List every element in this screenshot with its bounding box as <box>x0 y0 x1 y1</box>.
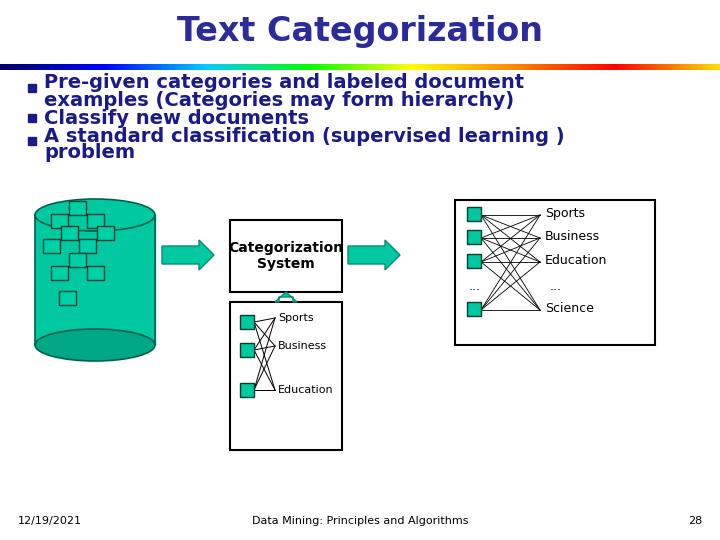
Bar <box>230 220 342 292</box>
Bar <box>230 302 342 450</box>
Bar <box>467 302 481 316</box>
Text: problem: problem <box>44 144 135 163</box>
Bar <box>240 383 254 397</box>
FancyArrow shape <box>162 240 214 270</box>
Text: 28: 28 <box>688 516 702 526</box>
Bar <box>467 230 481 244</box>
Ellipse shape <box>35 199 155 231</box>
Bar <box>51 266 68 280</box>
Text: 12/19/2021: 12/19/2021 <box>18 516 82 526</box>
Bar <box>59 291 76 305</box>
Bar <box>97 226 114 240</box>
Bar <box>28 137 36 145</box>
Text: Business: Business <box>278 341 327 351</box>
Bar <box>35 215 155 345</box>
Text: Pre-given categories and labeled document: Pre-given categories and labeled documen… <box>44 73 524 92</box>
Bar <box>69 253 86 267</box>
Bar <box>51 214 68 228</box>
Bar <box>455 200 655 345</box>
Bar <box>69 201 86 215</box>
Bar <box>28 84 36 92</box>
Text: ...: ... <box>550 280 562 293</box>
Text: Sports: Sports <box>545 207 585 220</box>
Bar <box>79 239 96 253</box>
Bar <box>87 266 104 280</box>
Bar <box>240 343 254 357</box>
Bar <box>87 214 104 228</box>
Text: Education: Education <box>278 385 333 395</box>
Bar <box>61 226 78 240</box>
Text: Sports: Sports <box>278 313 314 323</box>
Bar <box>467 207 481 221</box>
Text: Text Categorization: Text Categorization <box>177 16 543 49</box>
Text: A standard classification (supervised learning ): A standard classification (supervised le… <box>44 126 564 145</box>
Ellipse shape <box>35 329 155 361</box>
Bar <box>240 315 254 329</box>
Text: Data Mining: Principles and Algorithms: Data Mining: Principles and Algorithms <box>252 516 468 526</box>
Text: Science: Science <box>545 302 594 315</box>
FancyArrow shape <box>348 240 400 270</box>
Bar <box>28 114 36 122</box>
Text: ...: ... <box>469 280 481 293</box>
Text: examples (Categories may form hierarchy): examples (Categories may form hierarchy) <box>44 91 514 110</box>
Text: Classify new documents: Classify new documents <box>44 109 309 127</box>
Text: Business: Business <box>545 231 600 244</box>
Text: Education: Education <box>545 254 608 267</box>
Bar <box>467 254 481 268</box>
Bar <box>43 239 60 253</box>
Text: Categorization
System: Categorization System <box>228 241 343 271</box>
FancyArrow shape <box>275 292 297 302</box>
